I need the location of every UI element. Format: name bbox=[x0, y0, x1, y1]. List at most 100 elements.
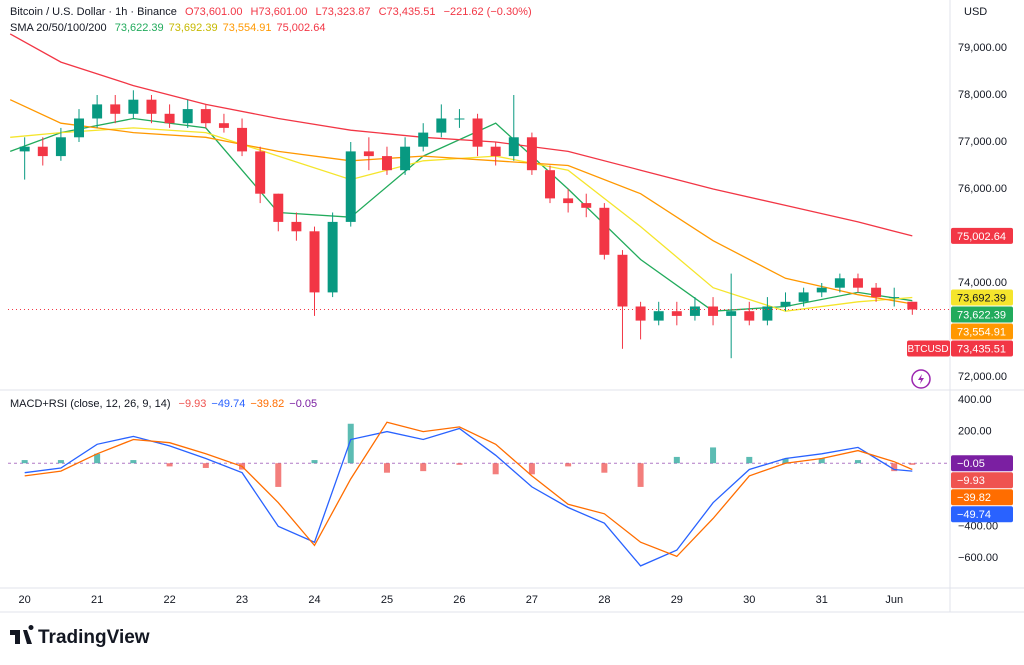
legend-value: 73,554.91 bbox=[222, 22, 272, 34]
candle-body bbox=[635, 306, 646, 321]
histogram-bar bbox=[275, 463, 282, 487]
y-tick-label: 76,000.00 bbox=[958, 183, 1007, 195]
candle-body bbox=[200, 109, 211, 124]
currency-label: USD bbox=[964, 6, 987, 18]
legend-value: 73,692.39 bbox=[168, 22, 218, 34]
y-tick-label: 200.00 bbox=[958, 426, 992, 438]
x-tick-label: 21 bbox=[91, 594, 103, 606]
signal-line bbox=[24, 421, 913, 558]
y-tick-label: 72,000.00 bbox=[958, 371, 1007, 383]
candle-body bbox=[454, 118, 465, 120]
price-tag bbox=[951, 340, 1013, 357]
candle-body bbox=[671, 311, 682, 316]
price-tag bbox=[951, 306, 1013, 323]
legend-value: 75,002.64 bbox=[276, 22, 326, 34]
candle-body bbox=[689, 306, 700, 316]
candle-body bbox=[381, 156, 392, 171]
candle-body bbox=[363, 151, 374, 157]
histogram-bar bbox=[202, 463, 209, 468]
price-tag-label: 73,622.39 bbox=[957, 309, 1006, 321]
price-tag bbox=[951, 455, 1013, 472]
x-tick-label: 23 bbox=[236, 594, 248, 606]
histogram-bar bbox=[347, 423, 354, 464]
candle-body bbox=[780, 301, 791, 307]
price-tag-label: −9.93 bbox=[957, 475, 985, 487]
price-tag-label: −39.82 bbox=[957, 492, 991, 504]
price-tag-label: −0.05 bbox=[957, 458, 985, 470]
histogram-bar bbox=[420, 463, 427, 472]
histogram-bar bbox=[782, 458, 789, 464]
candle-body bbox=[816, 287, 827, 293]
candle-body bbox=[563, 198, 574, 204]
candle-body bbox=[744, 311, 755, 321]
candle-body bbox=[871, 287, 882, 298]
macd-line bbox=[24, 427, 913, 567]
legend-value: −49.74 bbox=[211, 398, 246, 410]
price-tag bbox=[951, 323, 1013, 340]
price-tag-label: 75,002.64 bbox=[957, 231, 1006, 243]
legend-value: −0.05 bbox=[289, 398, 318, 410]
candle-body bbox=[436, 118, 447, 133]
x-tick-label: 30 bbox=[743, 594, 755, 606]
candle-body bbox=[834, 278, 845, 288]
sma-legend: SMA 20/50/100/200 73,622.39 73,692.39 73,5… bbox=[10, 22, 330, 34]
x-tick-label: 29 bbox=[671, 594, 683, 606]
candle-body bbox=[907, 301, 918, 310]
candle-body bbox=[237, 127, 248, 152]
x-tick-label: 28 bbox=[598, 594, 610, 606]
histogram-bar bbox=[21, 460, 28, 464]
histogram-bar bbox=[311, 460, 318, 464]
legend-value: 73,622.39 bbox=[114, 22, 164, 34]
price-tag-label: 73,435.51 bbox=[957, 343, 1006, 355]
histogram-bar bbox=[456, 463, 463, 465]
alert-icon[interactable] bbox=[911, 369, 931, 389]
y-tick-label: 78,000.00 bbox=[958, 89, 1007, 101]
macd-legend: MACD+RSI (close, 12, 26, 9, 14) −9.93 −49… bbox=[10, 398, 322, 410]
ohlc: H73,601.00 bbox=[250, 6, 308, 18]
indicator-title: MACD+RSI (close, 12, 26, 9, 14) bbox=[10, 398, 171, 410]
price-tag bbox=[951, 289, 1013, 306]
sma-line bbox=[9, 117, 913, 312]
candle-body bbox=[852, 278, 863, 288]
histogram-bar bbox=[565, 463, 572, 467]
candle-body bbox=[55, 137, 66, 157]
histogram-bar bbox=[528, 463, 535, 475]
sma-line bbox=[9, 99, 913, 305]
candle-body bbox=[110, 104, 121, 114]
histogram-bar bbox=[891, 463, 898, 472]
logo[interactable] bbox=[10, 625, 34, 644]
candle-body bbox=[472, 118, 483, 147]
ohlc: L73,323.87 bbox=[315, 6, 371, 18]
histogram-bar bbox=[166, 463, 173, 467]
histogram-bar bbox=[673, 456, 680, 464]
y-tick-label: 400.00 bbox=[958, 394, 992, 406]
sma-line bbox=[9, 33, 913, 237]
x-tick-label: 27 bbox=[526, 594, 538, 606]
x-tick-label: 26 bbox=[453, 594, 465, 606]
histogram-bar bbox=[383, 463, 390, 473]
indicator-title: SMA 20/50/100/200 bbox=[10, 22, 107, 34]
candle-body bbox=[345, 151, 356, 222]
candle-body bbox=[146, 99, 157, 114]
y-tick-label: −600.00 bbox=[958, 552, 998, 564]
y-tick-label: 77,000.00 bbox=[958, 136, 1007, 148]
candle-body bbox=[92, 104, 103, 119]
candle-body bbox=[291, 221, 302, 232]
legend-value: −39.82 bbox=[250, 398, 285, 410]
candle-body bbox=[255, 151, 266, 194]
histogram-bar bbox=[94, 453, 101, 464]
candle-body bbox=[418, 132, 429, 147]
candle-body bbox=[128, 99, 139, 114]
candle-body bbox=[581, 203, 592, 208]
x-tick-label: 22 bbox=[163, 594, 175, 606]
brand-name[interactable]: TradingView bbox=[38, 627, 150, 648]
candle-body bbox=[545, 170, 555, 199]
candle-body bbox=[37, 146, 48, 157]
price-tag bbox=[951, 472, 1013, 489]
symbol-legend: Bitcoin / U.S. Dollar · 1h · Binance O73… bbox=[10, 6, 537, 18]
candle-body bbox=[708, 306, 719, 316]
candle-body bbox=[19, 146, 30, 152]
candle-body bbox=[218, 123, 229, 128]
